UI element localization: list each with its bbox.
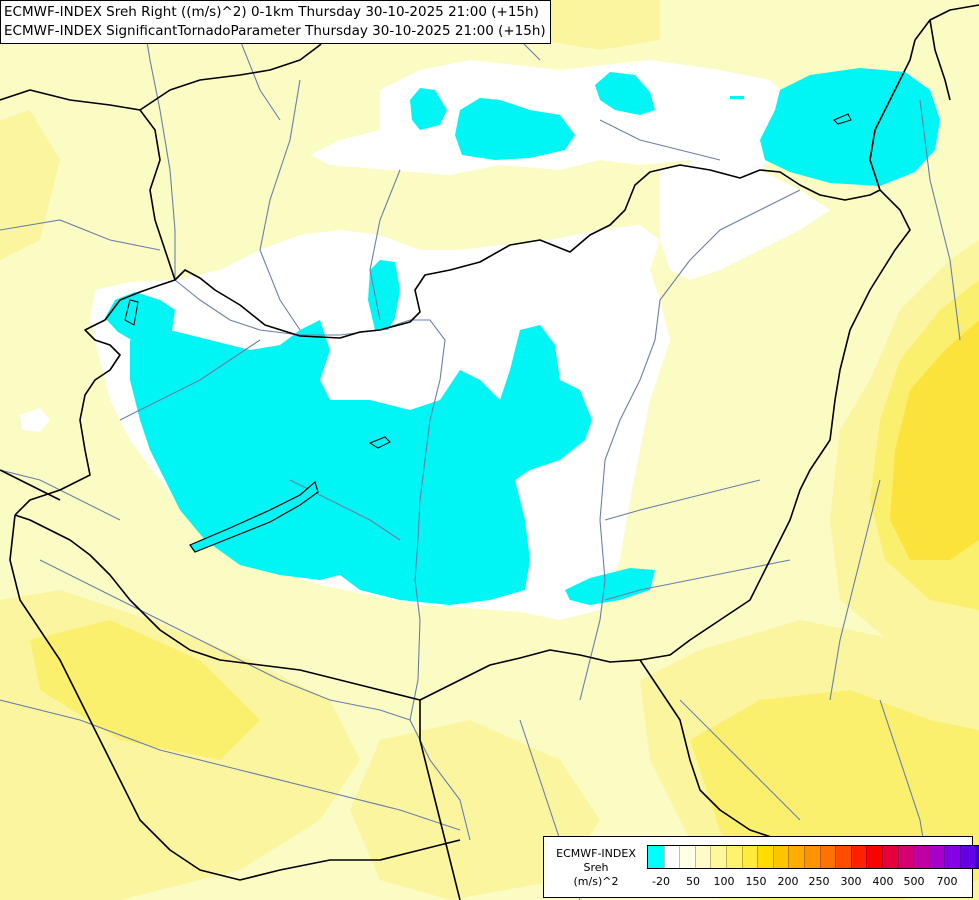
raba-river	[119, 339, 261, 421]
title-line-stp: ECMWF-INDEX SignificantTornadoParameter …	[4, 23, 546, 39]
legend-swatch	[803, 846, 820, 868]
legend-tick-labels: -20 50 100 150 200 250 300 400 500 700	[647, 875, 967, 889]
border-slovakia-poland	[139, 0, 341, 281]
border-hungary-romania	[639, 189, 911, 661]
border-slovakia-ukraine	[869, 39, 916, 191]
legend-tick-label: 100	[713, 875, 735, 888]
olt-river	[829, 479, 881, 701]
morava-river	[139, 0, 176, 280]
legend-swatch	[959, 846, 976, 868]
legend-swatch	[772, 846, 789, 868]
white-zone-northeast	[660, 160, 830, 280]
cyan-speck	[730, 96, 744, 99]
legend-swatch	[975, 846, 979, 868]
yellow-zone-south	[350, 720, 600, 900]
legend-swatch	[928, 846, 945, 868]
lake-balaton	[189, 480, 319, 553]
yellow-zone-southwest-core	[30, 620, 260, 760]
color-legend: ECMWF-INDEX Sreh (m/s)^2 -20 50 100 150 200 2…	[543, 836, 979, 898]
map-title: ECMWF-INDEX Sreh Right ((m/s)^2) 0-1km T…	[0, 0, 551, 44]
cyan-zone-north-blob	[368, 260, 400, 330]
cyan-zone-south	[565, 568, 655, 605]
lake-small-ne	[833, 113, 852, 125]
misc-river-1	[0, 219, 161, 251]
legend-swatch	[835, 846, 851, 868]
legend-swatch	[897, 846, 914, 868]
border-romania-moldova	[929, 19, 951, 101]
legend-swatch	[679, 846, 695, 868]
title-line-sreh: ECMWF-INDEX Sreh Right ((m/s)^2) 0-1km T…	[4, 4, 539, 20]
koros-river	[604, 479, 761, 521]
legend-title: ECMWF-INDEX Sreh (m/s)^2	[550, 847, 642, 889]
legend-tick-label: 400	[872, 875, 894, 888]
lake-neusiedl	[124, 299, 139, 326]
border-hungary-croatia	[14, 514, 421, 701]
legend-tick-label: 500	[903, 875, 925, 888]
legend-swatch	[710, 846, 726, 868]
lake-velence	[368, 436, 391, 449]
legend-title-variable: Sreh	[583, 861, 609, 874]
cyan-zone-north-b	[410, 88, 447, 130]
cyan-zone-northeast	[760, 68, 940, 186]
legend-swatch	[819, 846, 836, 868]
legend-swatch	[944, 846, 960, 868]
legend-tick-label: 300	[840, 875, 862, 888]
sava-river	[0, 699, 461, 831]
vah-river	[259, 79, 301, 331]
cyan-zone-north-a	[455, 98, 575, 160]
legend-swatch	[866, 846, 882, 868]
cyan-zone-main	[130, 320, 592, 605]
hron-river	[369, 169, 401, 321]
legend-swatch	[648, 846, 664, 868]
yellow-zone-east-peak	[890, 320, 979, 560]
legend-tick-label: 250	[808, 875, 830, 888]
yellow-zone-north	[520, 0, 660, 50]
misc-river-3	[599, 119, 721, 161]
legend-swatch	[694, 846, 711, 868]
legend-swatch	[850, 846, 867, 868]
legend-swatch	[913, 846, 929, 868]
white-zone-west-spot	[20, 408, 50, 432]
legend-swatch	[663, 846, 680, 868]
cyan-zone-west	[105, 292, 175, 342]
yellow-zone-northwest	[0, 110, 60, 260]
danube-river	[174, 279, 471, 841]
legend-tick-label: 200	[777, 875, 799, 888]
legend-swatch	[725, 846, 742, 868]
border-hungary-serbia	[419, 649, 641, 701]
legend-swatch	[788, 846, 804, 868]
legend-color-scale	[647, 845, 979, 869]
border-hungary-slovakia	[174, 164, 881, 339]
border-hungary-austria	[14, 279, 176, 516]
legend-swatch	[741, 846, 758, 868]
legend-tick-label: -20	[652, 875, 670, 888]
legend-swatch	[881, 846, 898, 868]
siret-river	[919, 99, 961, 341]
border-ukraine-romania-north	[914, 4, 979, 41]
mures-river	[604, 559, 791, 601]
legend-tick-label: 150	[745, 875, 767, 888]
drava-river	[39, 559, 411, 721]
legend-title-source: ECMWF-INDEX	[556, 847, 636, 860]
tisza-river	[579, 189, 801, 701]
misc-river-4	[679, 699, 801, 821]
border-croatia-bosnia	[9, 514, 461, 881]
legend-tick-label: 700	[936, 875, 958, 888]
legend-tick-label: 50	[686, 875, 700, 888]
border-austria-czech	[0, 89, 141, 111]
cyan-zone-north-c	[595, 72, 655, 115]
legend-swatch	[757, 846, 773, 868]
border-serbia-bosnia	[419, 700, 461, 900]
legend-title-unit: (m/s)^2	[573, 875, 619, 888]
border-austria-slovenia	[0, 469, 61, 501]
